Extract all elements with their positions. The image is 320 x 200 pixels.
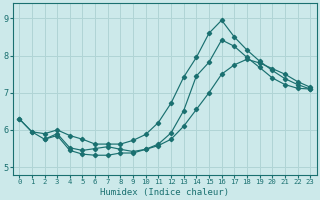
X-axis label: Humidex (Indice chaleur): Humidex (Indice chaleur) — [100, 188, 229, 197]
